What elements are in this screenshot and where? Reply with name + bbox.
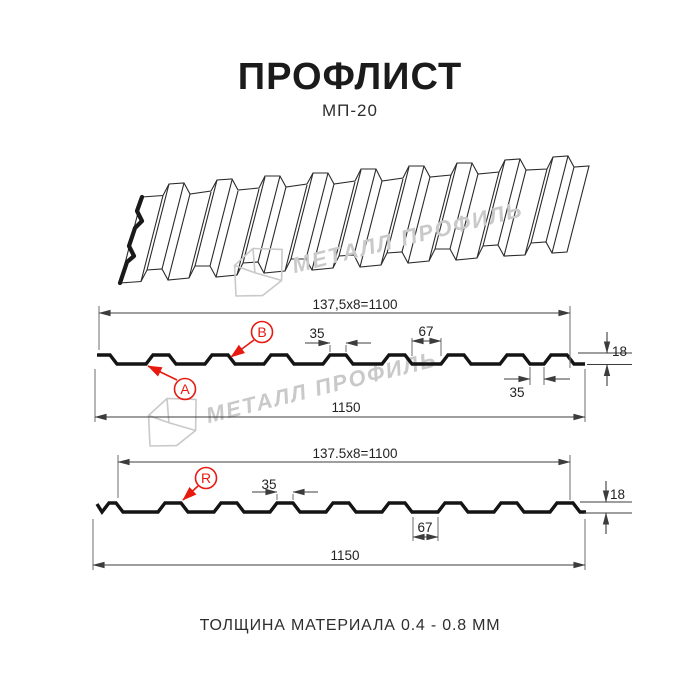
section-2-drawing: 137.5x8=1100 35 67 18 1150 R xyxy=(92,446,632,570)
callout-a: A xyxy=(147,365,197,401)
dim-overlap-valley: 35 xyxy=(509,385,524,400)
metall-profil-logo-icon xyxy=(233,247,283,297)
watermark-text: МЕТАЛЛ ПРОФИЛЬ xyxy=(289,196,525,278)
rib-fold-lines xyxy=(140,155,575,282)
watermark-text: МЕТАЛЛ ПРОФИЛЬ xyxy=(203,346,439,428)
page-title: ПРОФЛИСТ xyxy=(237,56,463,98)
sheet-cut-edge xyxy=(117,194,145,286)
metall-profil-logo-icon xyxy=(147,397,197,447)
profile-model-label: МП-20 xyxy=(322,101,378,120)
dim-total-width: 1150 xyxy=(330,548,359,563)
dim-valley-width: 67 xyxy=(417,520,432,535)
dim-module-width: 137,5x8=1100 xyxy=(313,297,398,312)
section-1-drawing: 137,5x8=1100 35 67 18 35 1150 xyxy=(94,297,632,422)
label-a: A xyxy=(180,381,190,397)
dim-profile-height: 18 xyxy=(610,487,625,502)
dim-crest-top: 35 xyxy=(309,326,324,341)
sheet-3d-view xyxy=(117,155,590,286)
dim-profile-height: 18 xyxy=(612,344,627,359)
dim-module-width: 137.5x8=1100 xyxy=(313,446,398,461)
callout-r: R xyxy=(182,466,218,501)
callout-b: B xyxy=(230,320,274,358)
profile-cross-section-r xyxy=(95,501,586,515)
profile-cross-section-ab xyxy=(97,353,585,366)
dim-valley-width: 67 xyxy=(418,324,433,339)
dim-total-width: 1150 xyxy=(331,400,360,415)
material-thickness-note: ТОЛЩИНА МАТЕРИАЛА 0.4 - 0.8 ММ xyxy=(199,617,501,634)
label-b: B xyxy=(257,324,266,340)
label-r: R xyxy=(201,470,211,486)
dim-crest-top: 35 xyxy=(261,477,276,492)
